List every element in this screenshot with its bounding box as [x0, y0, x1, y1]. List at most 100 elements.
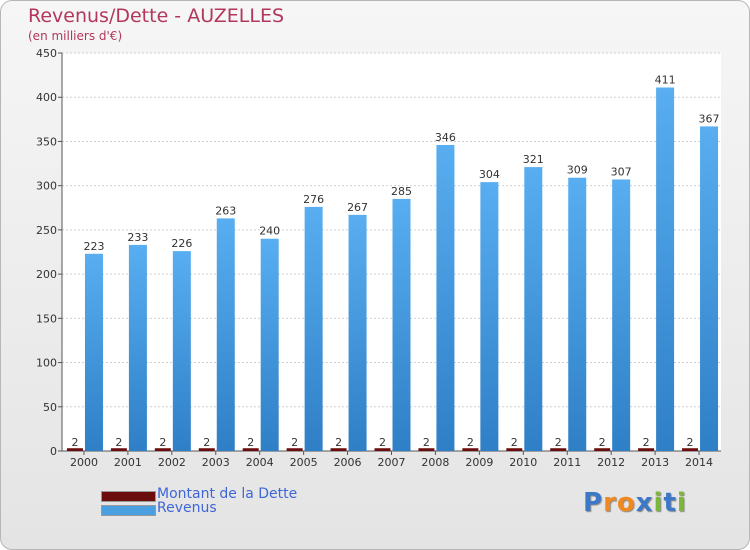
x-tick-label: 2008: [421, 456, 449, 469]
debt-bar: [154, 448, 171, 451]
revenue-bar: [172, 251, 191, 451]
debt-data-label: 2: [203, 436, 210, 449]
logo-letter: i: [653, 488, 664, 518]
x-tick-label: 2006: [334, 456, 362, 469]
x-tick-label: 2002: [158, 456, 186, 469]
y-tick-label: 150: [36, 312, 57, 325]
legend-label-revenus: Revenus: [157, 500, 217, 516]
legend-swatch-dette: [101, 491, 156, 502]
x-tick-label: 2005: [290, 456, 318, 469]
revenue-bar: [656, 87, 675, 451]
y-tick-label: 0: [50, 445, 57, 458]
proxiti-logo: Proxiti: [583, 488, 687, 518]
legend-swatch-revenus: [101, 505, 156, 516]
debt-data-label: 2: [291, 436, 298, 449]
logo-letter: x: [635, 488, 654, 518]
debt-data-label: 2: [467, 436, 474, 449]
x-tick-label: 2012: [597, 456, 625, 469]
revenue-data-label: 263: [215, 204, 236, 217]
revenue-data-label: 267: [347, 201, 368, 214]
debt-bar: [66, 448, 83, 451]
debt-data-label: 2: [599, 436, 606, 449]
revenue-data-label: 321: [523, 153, 544, 166]
revenue-bar: [480, 182, 499, 451]
debt-data-label: 2: [71, 436, 78, 449]
y-tick-label: 100: [36, 357, 57, 370]
revenue-bar: [84, 253, 103, 451]
revenue-bar: [348, 214, 367, 451]
debt-data-label: 2: [159, 436, 166, 449]
revenue-bar: [700, 126, 719, 452]
revenue-bar: [612, 179, 631, 451]
debt-data-label: 2: [511, 436, 518, 449]
revenue-bar: [436, 144, 455, 451]
debt-data-label: 2: [335, 436, 342, 449]
revenue-data-label: 276: [303, 193, 324, 206]
revenue-bar: [568, 177, 587, 451]
y-tick-label: 450: [36, 47, 57, 60]
x-tick-label: 2011: [553, 456, 581, 469]
debt-bar: [462, 448, 479, 451]
debt-data-label: 2: [379, 436, 386, 449]
debt-bar: [286, 448, 303, 451]
revenue-data-label: 346: [435, 131, 456, 144]
chart-title: Revenus/Dette - AUZELLES: [28, 5, 285, 27]
revenue-data-label: 233: [127, 231, 148, 244]
legend-label-dette: Montant de la Dette: [157, 486, 298, 502]
x-tick-label: 2004: [246, 456, 274, 469]
revenue-bar: [524, 167, 543, 452]
debt-bar: [242, 448, 259, 451]
revenue-data-label: 367: [699, 112, 720, 125]
y-tick-label: 250: [36, 224, 57, 237]
revenue-data-label: 304: [479, 168, 500, 181]
debt-bar: [110, 448, 127, 451]
y-tick-label: 350: [36, 135, 57, 148]
revenue-bar: [392, 198, 411, 451]
y-tick-label: 400: [36, 91, 57, 104]
revenue-data-label: 240: [259, 225, 280, 238]
debt-bar: [198, 448, 215, 451]
logo-letter: o: [616, 488, 636, 518]
chart-subtitle: (en milliers d'€): [28, 29, 123, 43]
logo-letter: i: [676, 488, 687, 518]
x-tick-label: 2000: [70, 456, 98, 469]
debt-bar: [638, 448, 655, 451]
revenue-bar: [128, 244, 147, 451]
revenue-data-label: 309: [567, 164, 588, 177]
revenue-data-label: 411: [655, 73, 676, 86]
revenue-bar: [304, 206, 323, 451]
x-tick-label: 2001: [114, 456, 142, 469]
x-tick-label: 2013: [641, 456, 669, 469]
revenue-data-label: 226: [171, 237, 192, 250]
y-tick-label: 200: [36, 268, 57, 281]
debt-data-label: 2: [247, 436, 254, 449]
x-tick-label: 2003: [202, 456, 230, 469]
debt-bar: [682, 448, 699, 451]
debt-bar: [418, 448, 435, 451]
logo-letter: P: [583, 488, 604, 518]
debt-data-label: 2: [555, 436, 562, 449]
debt-bar: [550, 448, 567, 451]
revenue-bar: [216, 218, 235, 451]
revenue-data-label: 307: [611, 165, 632, 178]
revenue-data-label: 285: [391, 185, 412, 198]
debt-data-label: 2: [115, 436, 122, 449]
y-tick-label: 300: [36, 180, 57, 193]
logo-letter: t: [663, 488, 677, 518]
revenue-bar: [260, 238, 279, 451]
revenue-data-label: 223: [83, 240, 104, 253]
debt-bar: [506, 448, 523, 451]
logo-letter: r: [603, 488, 617, 518]
debt-data-label: 2: [423, 436, 430, 449]
x-tick-label: 2014: [685, 456, 713, 469]
x-tick-label: 2009: [465, 456, 493, 469]
debt-data-label: 2: [643, 436, 650, 449]
x-tick-label: 2010: [509, 456, 537, 469]
debt-bar: [594, 448, 611, 451]
x-tick-label: 2007: [378, 456, 406, 469]
y-tick-label: 50: [43, 401, 57, 414]
debt-bar: [374, 448, 391, 451]
debt-bar: [330, 448, 347, 451]
